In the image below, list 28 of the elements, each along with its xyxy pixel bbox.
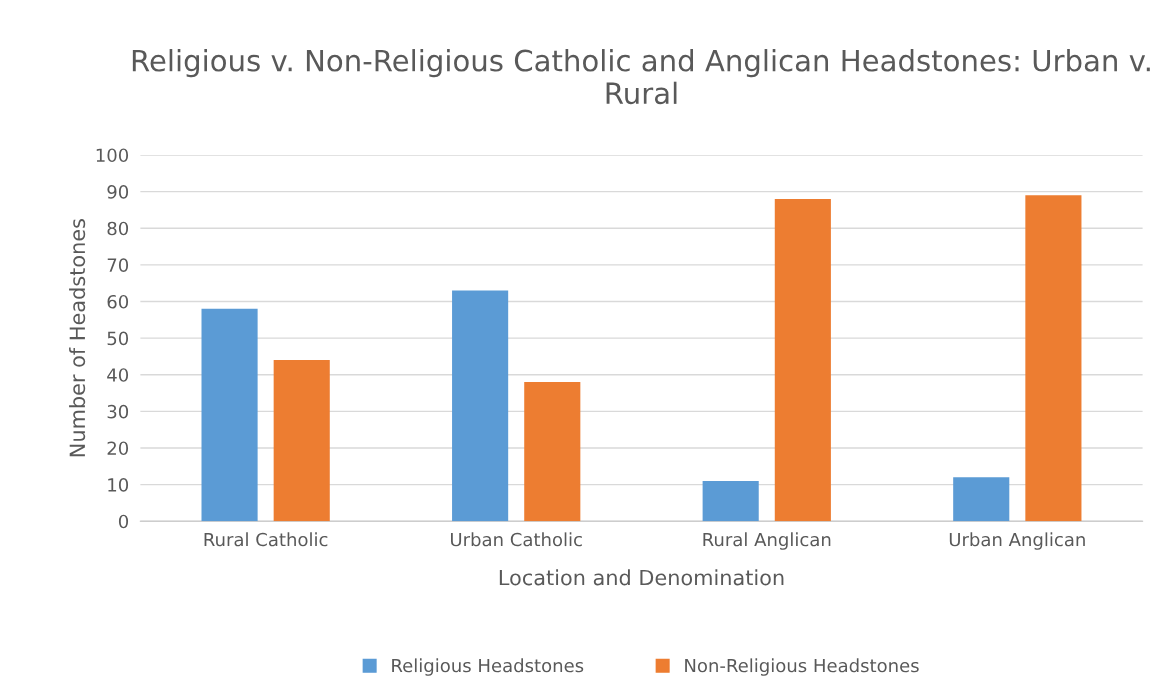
x-tick-label: Rural Anglican <box>703 532 831 550</box>
bar <box>953 477 1010 522</box>
bar <box>524 382 581 522</box>
y-tick-label: 70 <box>107 258 129 272</box>
y-tick-label: 0 <box>118 514 129 529</box>
x-tick-label: Rural Catholic <box>204 532 328 547</box>
y-tick-label: 50 <box>107 331 129 346</box>
y-tick-label: 100 <box>96 148 129 163</box>
y-tick-label: 90 <box>107 185 129 199</box>
y-axis-title: Number of Headstones <box>69 219 86 457</box>
y-tick-label: 10 <box>108 478 129 492</box>
legend-label: Religious Headstones <box>392 658 584 676</box>
y-tick-label: 80 <box>107 221 129 236</box>
bar <box>774 198 831 522</box>
bar <box>273 360 330 522</box>
chart-title: Religious v. Non-Religious Catholic and Anglican Headstones: Urban v. Rural <box>132 49 1150 105</box>
y-tick-label: 60 <box>107 294 129 309</box>
x-tick-label: Urban Anglican <box>949 532 1085 550</box>
bar <box>452 290 509 522</box>
y-tick-label: 30 <box>107 404 129 419</box>
bar <box>702 480 759 522</box>
bar <box>201 308 258 522</box>
bar <box>1025 195 1082 522</box>
x-tick-label: Urban Catholic <box>451 532 582 547</box>
y-tick-label: 40 <box>107 368 129 382</box>
y-tick-label: 20 <box>107 441 129 456</box>
x-axis-title: Location and Denomination <box>499 569 784 586</box>
legend-label: Non-Religious Headstones <box>685 658 919 676</box>
